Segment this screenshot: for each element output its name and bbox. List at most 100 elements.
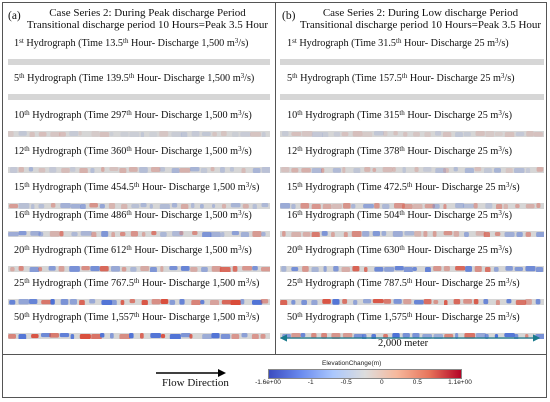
erosion-patch — [280, 203, 291, 209]
deposition-patch — [443, 204, 447, 209]
erosion-patch — [514, 267, 523, 272]
deposition-patch — [108, 203, 116, 209]
deposition-patch — [128, 167, 138, 172]
deposition-patch — [189, 334, 193, 339]
erosion-patch — [169, 334, 181, 339]
strip-background — [8, 299, 270, 305]
erosion-patch — [535, 267, 544, 272]
erosion-patch — [80, 204, 86, 209]
deposition-patch — [533, 132, 543, 137]
hydrograph-number: 25 — [287, 278, 298, 289]
hydrograph-discharge: 1,500 — [204, 146, 228, 157]
erosion-patch — [120, 132, 129, 137]
hydrograph-time: 13.5 — [105, 38, 123, 49]
hydrograph-number-suffix: th — [24, 311, 30, 319]
colorbar-tick-label: -1.6e+00 — [255, 379, 281, 386]
hydrograph-number-suffix: th — [24, 277, 30, 285]
erosion-patch — [211, 333, 220, 339]
deposition-patch — [423, 299, 432, 305]
strip-background — [8, 333, 270, 339]
deposition-patch — [38, 132, 47, 137]
panel-a-letter: (a) — [8, 10, 21, 22]
deposition-patch — [433, 300, 439, 305]
deposition-patch — [383, 131, 388, 137]
erosion-patch — [18, 334, 27, 339]
hydrograph-label: 5th Hydrograph (Time 157.5th Hour- Disch… — [287, 73, 515, 85]
panel-b-title: Case Series 2: During Low discharge Peri… — [298, 7, 543, 31]
elevation-change-strip — [8, 266, 270, 272]
deposition-patch — [311, 204, 321, 209]
hydrograph-unit-exponent: 3 — [234, 37, 239, 45]
hydrograph-time-suffix: th — [406, 277, 413, 285]
erosion-patch — [200, 204, 204, 209]
deposition-patch — [121, 204, 128, 209]
hydrograph-discharge: 25 — [477, 146, 488, 157]
hydrograph-hour-word: Hour- Discharge — [412, 278, 486, 289]
erosion-patch — [18, 203, 30, 209]
deposition-patch — [473, 203, 478, 209]
hydrograph-hour-word: Hour- Discharge — [412, 182, 486, 193]
hydrograph-unit-exponent: 3 — [495, 37, 499, 45]
hydrograph-hour-word: Hour- Discharge — [401, 38, 475, 49]
hydrograph-word: Hydrograph (Time — [29, 110, 112, 121]
erosion-patch — [70, 334, 75, 339]
erosion-patch — [70, 167, 76, 172]
elevation-change-strip — [8, 231, 270, 237]
deposition-patch — [160, 299, 169, 305]
deposition-patch — [160, 334, 166, 339]
erosion-patch — [393, 299, 402, 304]
deposition-patch — [38, 267, 43, 272]
deposition-patch — [483, 232, 490, 237]
erosion-patch — [525, 266, 536, 272]
erosion-patch — [149, 204, 153, 209]
deposition-patch — [101, 167, 105, 172]
erosion-patch — [231, 231, 239, 236]
erosion-patch — [9, 300, 16, 305]
colorbar-tick-label: -1 — [307, 379, 314, 386]
deposition-patch — [242, 204, 249, 209]
erosion-patch — [150, 333, 161, 338]
strip-background — [8, 231, 270, 237]
deposition-patch — [280, 300, 288, 305]
erosion-patch — [171, 203, 178, 208]
deposition-patch — [300, 203, 310, 209]
erosion-patch — [191, 131, 200, 137]
erosion-patch — [372, 231, 380, 237]
erosion-patch — [179, 299, 185, 305]
erosion-patch — [180, 132, 188, 137]
hydrograph-unit: m — [235, 312, 246, 323]
erosion-patch — [28, 299, 38, 305]
deposition-patch — [58, 266, 65, 272]
deposition-patch — [231, 334, 240, 339]
deposition-patch — [79, 168, 88, 173]
deposition-patch — [111, 232, 115, 237]
hydrograph-time: 504 — [384, 210, 400, 221]
strip-background — [280, 203, 544, 209]
hydrograph-unit-tail: /s) — [241, 210, 252, 221]
deposition-patch — [151, 231, 157, 236]
deposition-patch — [525, 204, 535, 209]
elevation-change-strip — [280, 94, 544, 100]
hydrograph-unit: m — [487, 110, 499, 121]
colorbar-tick-label: 1.1e+00 — [448, 379, 472, 386]
deposition-patch — [10, 267, 15, 272]
deposition-patch — [121, 267, 127, 272]
hydrograph-time: 378 — [384, 146, 400, 157]
deposition-patch — [210, 300, 219, 305]
erosion-patch — [261, 232, 266, 237]
hydrograph-unit-tail: /s) — [509, 182, 520, 193]
deposition-patch — [444, 300, 448, 305]
elevation-change-strip — [8, 299, 270, 305]
erosion-patch — [8, 232, 19, 237]
deposition-patch — [252, 231, 262, 237]
hydrograph-number: 5 — [287, 73, 293, 84]
hydrograph-number: 20 — [287, 245, 298, 256]
deposition-patch — [301, 168, 311, 173]
hydrograph-unit: m — [484, 38, 496, 49]
deposition-patch — [99, 132, 110, 137]
hydrograph-discharge: 1,500 — [204, 245, 228, 256]
erosion-patch — [38, 204, 45, 209]
hydrograph-time-suffix: th — [128, 72, 135, 80]
strip-background — [8, 266, 270, 272]
erosion-patch — [432, 204, 440, 209]
